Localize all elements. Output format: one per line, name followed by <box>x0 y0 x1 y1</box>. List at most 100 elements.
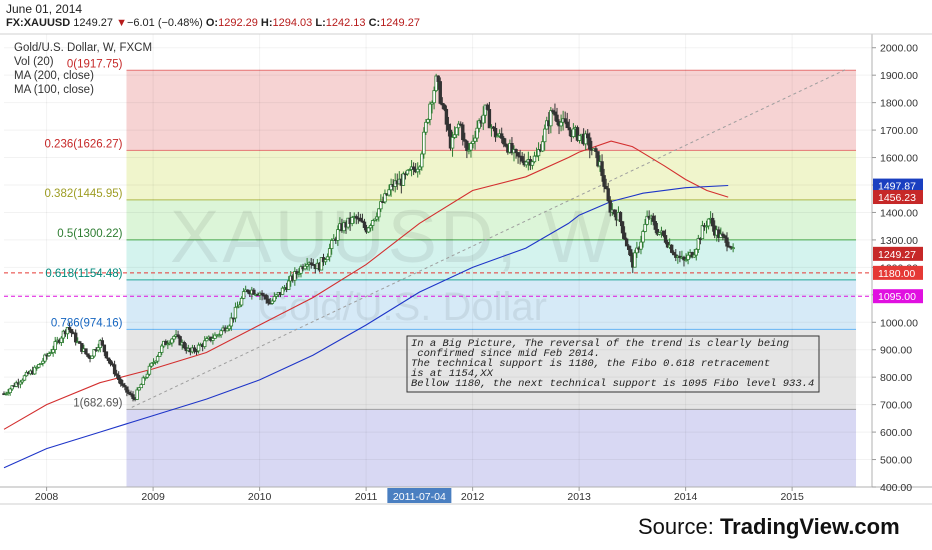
candle-22 <box>47 351 51 357</box>
candle-body <box>303 265 307 270</box>
candle-body <box>534 155 539 158</box>
candle-body <box>516 152 520 157</box>
candle-body <box>350 216 354 224</box>
candle-body <box>18 381 23 385</box>
candle-body <box>325 256 330 261</box>
candle-body <box>577 135 582 141</box>
candle-188 <box>387 184 391 197</box>
candle-body <box>684 259 688 261</box>
candle-232 <box>477 118 481 133</box>
candle-body <box>553 111 557 116</box>
candle-body <box>274 294 279 297</box>
candle-52 <box>108 358 113 367</box>
symbol-name[interactable]: FX:XAUUSD <box>6 17 71 29</box>
y-tick-label-12: 1600.00 <box>880 153 918 165</box>
candle-body <box>444 108 449 125</box>
candle-280 <box>575 125 580 142</box>
candle-body <box>502 137 506 145</box>
price-change: −6.01 (−0.48%) <box>126 17 203 29</box>
candle-body <box>231 317 236 320</box>
candle-body <box>555 114 559 123</box>
candle-111 <box>229 312 234 331</box>
candle-103 <box>213 332 217 339</box>
candle-245 <box>504 138 508 148</box>
last-price: 1249.27 <box>73 17 113 29</box>
price-badge-label-4: 1095.00 <box>878 291 916 303</box>
candle-body <box>375 216 379 220</box>
fib-zone-1 <box>126 150 857 200</box>
candle-320 <box>657 232 662 236</box>
quote-line: FX:XAUUSD 1249.27 ▼−6.01 (−0.48%) O:1292… <box>6 17 420 29</box>
candle-body <box>551 110 555 113</box>
candle-body <box>305 264 309 267</box>
candle-326 <box>669 244 674 254</box>
candle-33 <box>69 328 74 337</box>
price-badge-label-1: 1456.23 <box>878 192 916 204</box>
candle-122 <box>252 287 256 295</box>
candle-body <box>67 327 72 330</box>
candle-61 <box>127 389 131 396</box>
candle-body <box>626 245 631 250</box>
candle-body <box>499 133 504 139</box>
candle-body <box>213 334 217 339</box>
candle-229 <box>471 134 475 149</box>
candle-99 <box>205 336 209 342</box>
candle-body <box>239 297 244 306</box>
candle-244 <box>502 136 506 148</box>
candle-body <box>286 280 291 290</box>
candle-210 <box>432 86 436 110</box>
candle-109 <box>225 325 229 332</box>
candle-body <box>672 252 676 256</box>
candle-body <box>411 166 416 170</box>
candle-227 <box>467 143 471 155</box>
watermark-symbol: XAUUSD, W <box>170 195 616 278</box>
candle-62 <box>129 390 133 397</box>
candle-body <box>655 229 660 235</box>
candle-231 <box>475 120 479 142</box>
candle-54 <box>112 360 117 377</box>
candle-327 <box>672 250 676 256</box>
candle-48 <box>100 337 105 347</box>
close-value: 1249.27 <box>380 17 420 29</box>
candle-body <box>192 347 197 352</box>
candle-body <box>297 272 301 275</box>
candle-236 <box>485 103 490 111</box>
candle-body <box>475 127 479 139</box>
candle-body <box>22 375 27 381</box>
candle-23 <box>49 348 53 355</box>
candle-76 <box>157 352 162 357</box>
legend-ma100: MA (100, close) <box>14 84 94 96</box>
candle-68 <box>141 375 145 385</box>
candle-body <box>463 139 467 142</box>
candle-body <box>14 382 18 387</box>
legend-vol: Vol (20) <box>14 56 54 68</box>
candle-318 <box>653 215 658 234</box>
candle-body <box>559 121 563 127</box>
fib-label-5: 0.786(974.16) <box>51 317 123 329</box>
candle-66 <box>137 387 141 391</box>
candle-body <box>686 254 690 260</box>
candle-139 <box>286 276 291 291</box>
candle-body <box>663 235 668 243</box>
candle-3 <box>8 387 12 396</box>
candle-73 <box>151 358 156 366</box>
candle-181 <box>373 218 377 222</box>
candle-40 <box>84 348 88 356</box>
candle-body <box>567 127 571 131</box>
candle-body <box>203 340 207 348</box>
candle-145 <box>299 264 303 278</box>
crosshair-date-badge <box>387 488 452 503</box>
candle-215 <box>442 103 447 112</box>
annotation-box[interactable]: In a Big Picture, The reversal of the tr… <box>406 335 820 393</box>
candle-body <box>358 217 363 222</box>
time-axis[interactable]: 2008 2009 2010 2011 2012 2013 2014 2015 2011-07-… <box>35 487 804 503</box>
candle-147 <box>303 262 307 271</box>
candle-body <box>168 342 172 345</box>
chart-date: June 01, 2014 <box>6 2 83 16</box>
candle-body <box>389 184 393 191</box>
candle-body <box>196 344 201 352</box>
candle-body <box>170 338 174 344</box>
candle-116 <box>239 296 244 307</box>
candle-body <box>143 376 148 379</box>
